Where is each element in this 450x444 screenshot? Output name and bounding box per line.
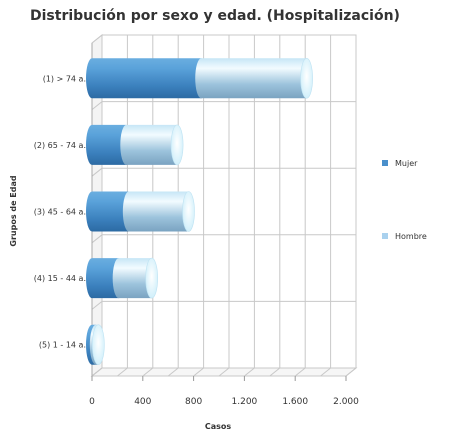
x-tick-label: 1.600 xyxy=(282,397,308,407)
x-tick-label: 400 xyxy=(134,397,151,407)
bar-mujer xyxy=(86,191,135,232)
gridline-side xyxy=(91,167,103,177)
gridline-floor xyxy=(269,367,281,377)
y-axis-title: Grupos de Edad xyxy=(9,175,18,247)
bar-hombre xyxy=(122,191,195,232)
gridline-floor xyxy=(320,367,331,377)
gridline-floor xyxy=(244,367,255,377)
bar-end-cap xyxy=(145,257,158,299)
gridline-floor xyxy=(193,367,204,377)
x-axis-title: Casos xyxy=(205,422,232,431)
x-tick-label: 1.200 xyxy=(232,397,258,407)
bar-mujer xyxy=(86,124,133,165)
category-label: (2) 65 - 74 a. xyxy=(34,141,86,150)
gridline-side xyxy=(91,101,103,110)
bar-end-cap xyxy=(170,124,184,166)
legend-swatch-hombre xyxy=(382,233,388,239)
gridline-floor xyxy=(218,367,230,377)
x-tick-label: 800 xyxy=(185,397,202,407)
chart-title: Distribución por sexo y edad. (Hospitali… xyxy=(30,8,400,24)
category-label: (5) 1 - 14 a. xyxy=(39,341,86,350)
bar-hombre xyxy=(195,58,313,99)
gridline-floor xyxy=(117,367,128,377)
bar-mujer xyxy=(86,58,208,99)
legend-label-hombre: Hombre xyxy=(395,232,427,241)
bar-end-cap xyxy=(92,324,105,366)
gridline-floor xyxy=(167,367,179,377)
gridline-side xyxy=(91,34,103,44)
category-label: (4) 15 - 44 a. xyxy=(34,274,86,283)
gridline-floor xyxy=(345,367,357,377)
bar-end-cap xyxy=(300,58,313,99)
bar-hombre xyxy=(120,124,184,165)
legend-swatch-mujer xyxy=(382,160,388,166)
gridline-side xyxy=(91,367,103,377)
category-label: (3) 45 - 64 a. xyxy=(34,208,86,217)
x-tick-label: 2.000 xyxy=(333,397,359,407)
bars xyxy=(86,58,313,366)
gridline-side xyxy=(91,234,103,244)
x-tick-label: 0 xyxy=(89,397,95,407)
axis-labels: 0 400 800 1.200 1.600 2.000 (1) > 74 a. (2) 65 … xyxy=(34,74,359,407)
category-label: (1) > 74 a. xyxy=(43,74,86,83)
gridline-floor xyxy=(142,367,154,377)
gridline-side xyxy=(91,301,103,310)
legend: Mujer Hombre xyxy=(382,159,427,241)
legend-label-mujer: Mujer xyxy=(395,159,418,168)
gridline-floor xyxy=(294,367,306,377)
bar-end-cap xyxy=(182,191,195,232)
